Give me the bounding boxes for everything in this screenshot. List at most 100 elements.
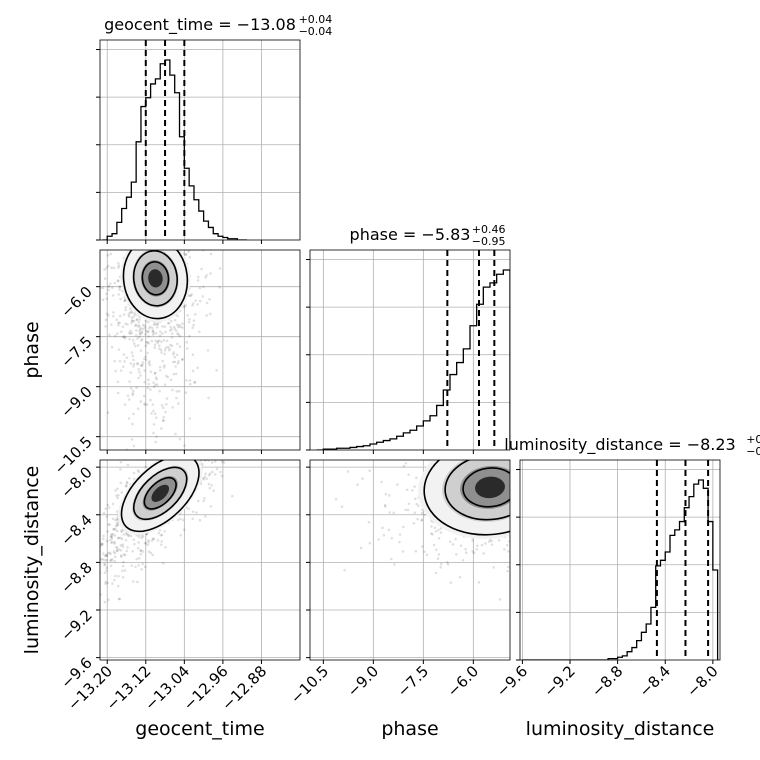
sample-point [135,329,138,332]
sample-point [113,578,116,582]
sample-point [123,553,127,557]
sample-point [511,464,514,467]
sample-point [204,472,207,475]
sample-point [103,562,106,566]
sample-point [464,547,467,551]
sample-point [177,457,180,460]
sample-point [214,442,217,445]
sample-point [116,546,119,550]
sample-point [230,494,234,498]
sample-point [512,493,515,496]
sample-point [132,412,135,416]
sample-point [240,433,243,436]
sample-point [553,466,556,469]
sample-point [200,446,203,449]
sample-point [153,237,156,240]
sample-point [111,532,115,536]
sample-point [575,529,578,532]
sample-point [172,217,175,220]
sample-point [191,510,195,513]
sample-point [117,261,120,265]
sample-point [525,429,528,432]
sample-point [536,523,539,526]
sample-point [511,559,514,562]
sample-point [136,344,140,347]
sample-point [110,266,113,270]
sample-point [110,558,114,561]
sample-point [142,243,145,246]
sample-point [154,440,158,444]
sample-point [525,466,528,469]
sample-point [208,430,211,433]
sample-point [356,483,359,486]
sample-point [119,536,122,540]
sample-point [123,335,127,339]
sample-point [97,564,100,567]
sample-point [185,233,188,236]
sample-point [532,428,535,431]
sample-point [132,358,135,362]
sample-point [146,329,150,333]
sample-point [536,464,539,467]
sample-point [114,334,117,338]
sample-point [563,539,566,542]
sample-point [132,362,136,366]
sample-point [181,411,184,414]
sample-point [176,314,179,318]
sample-point [461,558,465,562]
sample-point [150,243,153,246]
sample-point [423,550,426,553]
sample-point [122,553,126,556]
sample-point [546,497,549,500]
sample-point [143,324,146,328]
sample-point [189,294,192,298]
sample-point [117,493,120,497]
sample-point [440,434,443,437]
sample-point [527,466,530,469]
sample-point [406,508,410,512]
sample-point [490,446,493,449]
sample-point [480,543,484,547]
sample-point [534,520,537,523]
sample-point [116,487,119,491]
sample-point [384,492,388,496]
sample-point [105,297,109,300]
sample-point [171,406,174,409]
sample-point [536,470,539,473]
sample-point [151,456,154,459]
sample-point [131,338,135,342]
sample-point [107,264,110,268]
sample-point [209,272,212,275]
sample-point [137,376,140,380]
sample-point [131,392,135,395]
sample-point [126,232,129,235]
sample-point [531,403,534,406]
sample-point [139,400,143,403]
sample-point [92,563,95,566]
sample-point [246,402,249,405]
sample-point [139,552,143,556]
sample-point [125,532,128,536]
sample-point [208,472,212,476]
sample-point [119,555,123,558]
sample-point [477,581,481,584]
sample-point [575,506,578,509]
sample-point [165,428,168,431]
sample-point [177,402,180,405]
sample-point [121,543,124,546]
sample-point [132,471,136,475]
sample-point [128,476,131,480]
sample-point [551,457,554,460]
sample-point [105,569,108,572]
sample-point [227,443,230,446]
sample-point [146,386,149,390]
sample-point [561,474,564,477]
sample-point [155,383,159,386]
sample-point [172,247,175,250]
sample-point [131,549,134,553]
panel-title-phase: phase = −5.83+0.46 [350,223,506,244]
sample-point [539,425,542,428]
sample-point [105,312,109,315]
sample-point [212,489,215,493]
sample-point [159,330,162,334]
